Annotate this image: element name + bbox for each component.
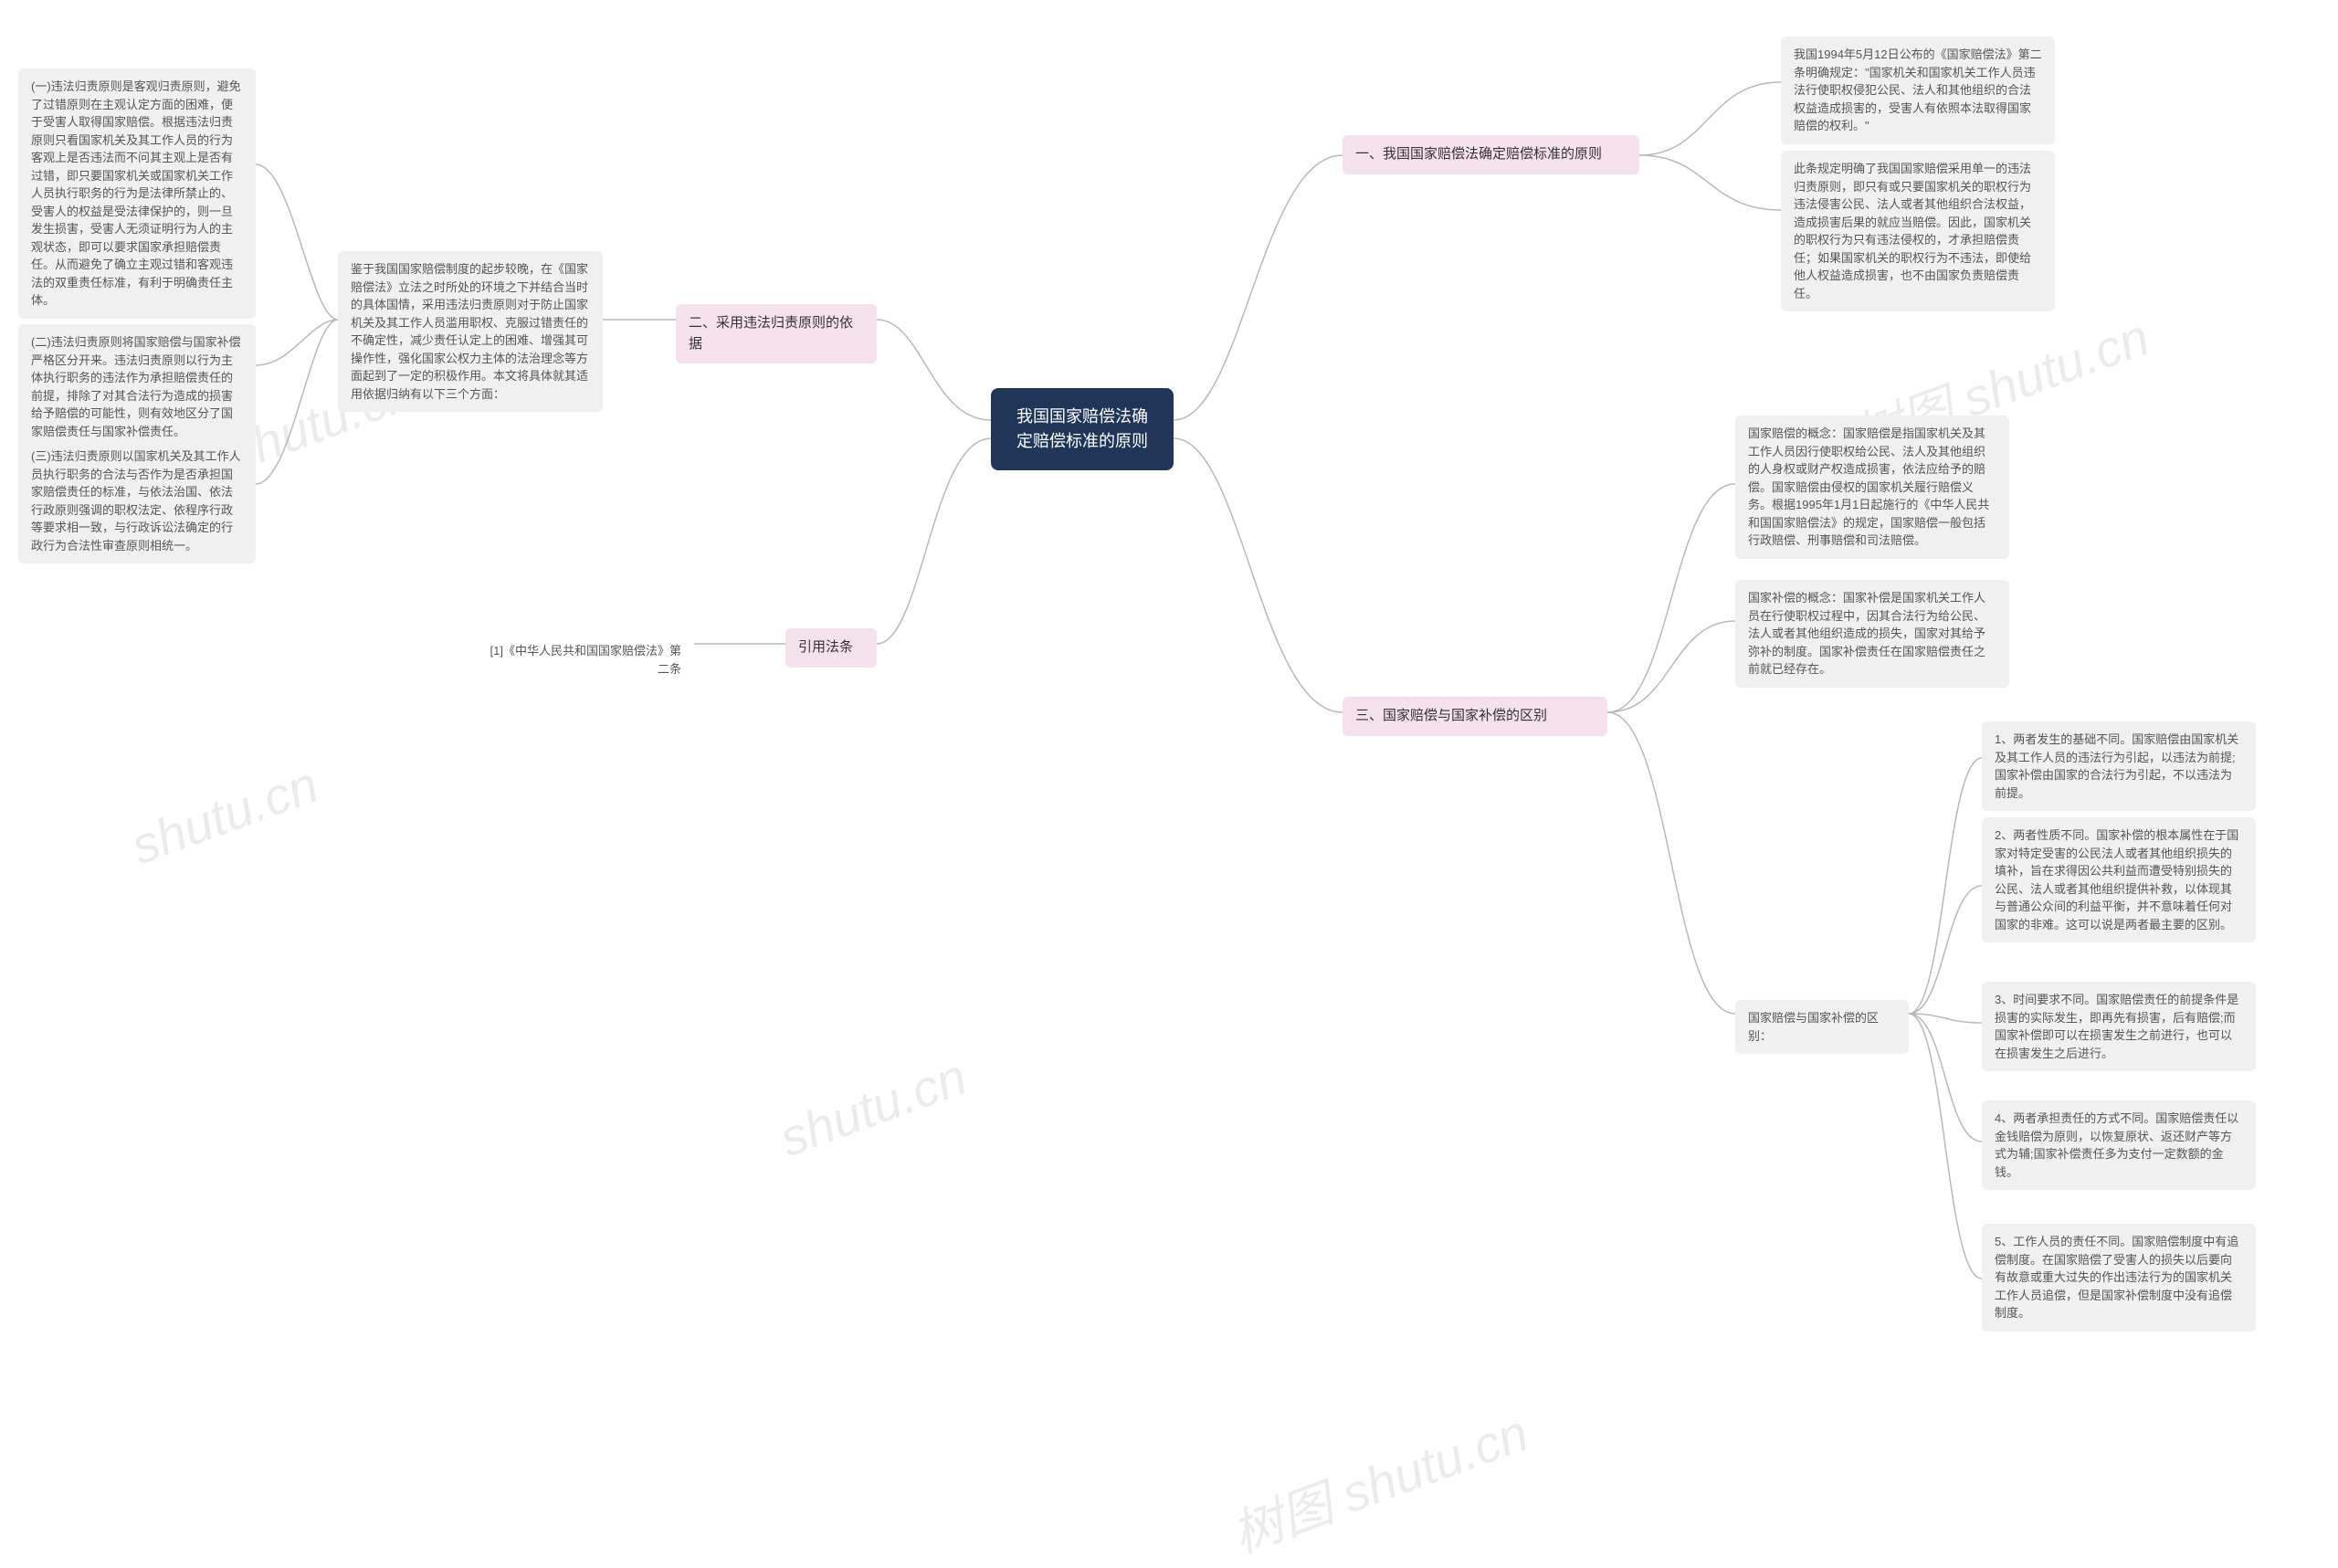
root-node: 我国国家赔偿法确定赔偿标准的原则 — [991, 388, 1174, 470]
branch-2-child-1: (一)违法归责原则是客观归责原则，避免了过错原则在主观认定方面的困难，便于受害人… — [18, 68, 256, 319]
watermark: shutu.cn — [772, 1047, 974, 1168]
branch-2-child-2-text: (二)违法归责原则将国家赔偿与国家补偿严格区分开来。违法归责原则以行为主体执行职… — [31, 335, 241, 438]
branch-3-concept-1: 国家赔偿的概念：国家赔偿是指国家机关及其工作人员因行使职权给公民、法人及其他组织… — [1735, 416, 2009, 559]
citation-branch: 引用法条 — [785, 628, 877, 668]
watermark: shutu.cn — [123, 754, 325, 876]
branch-3-diff-1: 1、两者发生的基础不同。国家赔偿由国家机关及其工作人员的违法行为引起，以违法为前… — [1982, 721, 2256, 811]
branch-3-diff-2-text: 2、两者性质不同。国家补偿的根本属性在于国家对特定受害的公民法人或者其他组织损失… — [1995, 828, 2238, 931]
branch-1-label: 一、我国国家赔偿法确定赔偿标准的原则 — [1355, 146, 1602, 162]
branch-3-concept-2-text: 国家补偿的概念：国家补偿是国家机关工作人员在行使职权过程中，因其合法行为给公民、… — [1748, 591, 1985, 676]
branch-3-diff-4: 4、两者承担责任的方式不同。国家赔偿责任以金钱赔偿为原则，以恢复原状、返还财产等… — [1982, 1100, 2256, 1190]
branch-3: 三、国家赔偿与国家补偿的区别 — [1343, 697, 1607, 736]
root-title: 我国国家赔偿法确定赔偿标准的原则 — [1016, 407, 1148, 450]
branch-2: 二、采用违法归责原则的依据 — [676, 304, 877, 363]
branch-1: 一、我国国家赔偿法确定赔偿标准的原则 — [1343, 135, 1639, 174]
branch-3-diff-1-text: 1、两者发生的基础不同。国家赔偿由国家机关及其工作人员的违法行为引起，以违法为前… — [1995, 732, 2238, 800]
branch-1-child-1: 我国1994年5月12日公布的《国家赔偿法》第二条明确规定："国家机关和国家机关… — [1781, 37, 2055, 144]
branch-2-child-3-text: (三)违法归责原则以国家机关及其工作人员执行职务的合法与否作为是否承担国家赔偿责… — [31, 449, 241, 552]
branch-2-intro-text: 鉴于我国国家赔偿制度的起步较晚，在《国家赔偿法》立法之时所处的环境之下并结合当时… — [351, 262, 588, 401]
branch-3-diff-3-text: 3、时间要求不同。国家赔偿责任的前提条件是损害的实际发生，即再先有损害，后有赔偿… — [1995, 993, 2238, 1060]
branch-2-label: 二、采用违法归责原则的依据 — [689, 315, 853, 352]
citation-text: [1]《中华人民共和国国家赔偿法》第二条 — [466, 633, 694, 687]
citation-label: 引用法条 — [798, 639, 853, 655]
branch-3-diff-3: 3、时间要求不同。国家赔偿责任的前提条件是损害的实际发生，即再先有损害，后有赔偿… — [1982, 982, 2256, 1071]
branch-3-diff-label: 国家赔偿与国家补偿的区别： — [1735, 1000, 1909, 1054]
branch-3-diff-4-text: 4、两者承担责任的方式不同。国家赔偿责任以金钱赔偿为原则，以恢复原状、返还财产等… — [1995, 1111, 2238, 1179]
watermark: 树图 shutu.cn — [1220, 1392, 1537, 1567]
branch-3-concept-2: 国家补偿的概念：国家补偿是国家机关工作人员在行使职权过程中，因其合法行为给公民、… — [1735, 580, 2009, 688]
branch-3-diff-label-text: 国家赔偿与国家补偿的区别： — [1748, 1011, 1879, 1043]
branch-1-child-1-text: 我国1994年5月12日公布的《国家赔偿法》第二条明确规定："国家机关和国家机关… — [1794, 47, 2042, 132]
branch-2-child-2: (二)违法归责原则将国家赔偿与国家补偿严格区分开来。违法归责原则以行为主体执行职… — [18, 324, 256, 449]
branch-2-child-1-text: (一)违法归责原则是客观归责原则，避免了过错原则在主观认定方面的困难，便于受害人… — [31, 79, 241, 307]
branch-3-label: 三、国家赔偿与国家补偿的区别 — [1355, 708, 1547, 723]
branch-3-diff-2: 2、两者性质不同。国家补偿的根本属性在于国家对特定受害的公民法人或者其他组织损失… — [1982, 817, 2256, 942]
branch-2-intro: 鉴于我国国家赔偿制度的起步较晚，在《国家赔偿法》立法之时所处的环境之下并结合当时… — [338, 251, 603, 412]
branch-3-diff-5-text: 5、工作人员的责任不同。国家赔偿制度中有追偿制度。在国家赔偿了受害人的损失以后要… — [1995, 1235, 2238, 1320]
branch-1-child-2: 此条规定明确了我国国家赔偿采用单一的违法归责原则，即只有或只要国家机关的职权行为… — [1781, 151, 2055, 311]
branch-3-concept-1-text: 国家赔偿的概念：国家赔偿是指国家机关及其工作人员因行使职权给公民、法人及其他组织… — [1748, 426, 1989, 547]
branch-1-child-2-text: 此条规定明确了我国国家赔偿采用单一的违法归责原则，即只有或只要国家机关的职权行为… — [1794, 162, 2031, 300]
branch-3-diff-5: 5、工作人员的责任不同。国家赔偿制度中有追偿制度。在国家赔偿了受害人的损失以后要… — [1982, 1224, 2256, 1331]
citation-text-content: [1]《中华人民共和国国家赔偿法》第二条 — [490, 644, 681, 676]
branch-2-child-3: (三)违法归责原则以国家机关及其工作人员执行职务的合法与否作为是否承担国家赔偿责… — [18, 438, 256, 563]
